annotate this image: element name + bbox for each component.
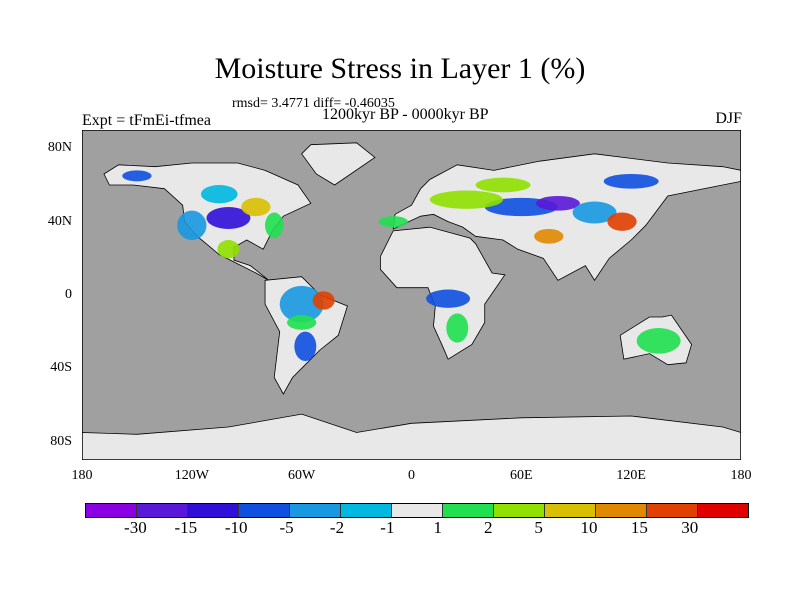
lon-tick-label: 120W bbox=[174, 468, 209, 483]
colorbar-label: 1 bbox=[433, 518, 443, 537]
lon-tick-label: 180 bbox=[71, 468, 93, 483]
anomaly-patch bbox=[603, 174, 659, 189]
colorbar-label: -30 bbox=[124, 518, 147, 537]
colorbar-label: 15 bbox=[630, 518, 648, 537]
landmass-greenland bbox=[301, 142, 376, 186]
colorbar-label: -5 bbox=[279, 518, 294, 537]
anomaly-patch bbox=[122, 170, 152, 182]
anomaly-patch bbox=[446, 313, 469, 343]
lon-tick-label: 120E bbox=[616, 468, 646, 483]
colorbar-box bbox=[239, 504, 290, 517]
anomaly-patch bbox=[607, 212, 637, 231]
experiment-label: Expt = tFmEi-tfmea bbox=[82, 112, 211, 129]
colorbar-label: -2 bbox=[329, 518, 345, 537]
lat-tick-label: 40S bbox=[50, 360, 72, 376]
colorbar-box bbox=[392, 504, 443, 517]
landmass-antarctica bbox=[82, 413, 741, 460]
plot-title: Moisture Stress in Layer 1 (%) bbox=[214, 52, 586, 85]
anomaly-patch bbox=[287, 315, 317, 330]
colorbar-box bbox=[494, 504, 545, 517]
lat-tick-label: 80S bbox=[50, 433, 72, 449]
anomaly-patch bbox=[200, 185, 238, 204]
colorbar-box bbox=[443, 504, 494, 517]
lon-tick-label: 180 bbox=[730, 468, 752, 483]
colorbar-label: 2 bbox=[483, 518, 493, 537]
anomaly-patch bbox=[217, 240, 240, 259]
lon-tick-label: 60E bbox=[510, 468, 533, 483]
colorbar-label: 30 bbox=[681, 518, 699, 537]
colorbar-box bbox=[188, 504, 239, 517]
colorbar-label: 5 bbox=[534, 518, 543, 537]
anomaly-patch bbox=[534, 229, 564, 244]
lon-tick-label: 60W bbox=[288, 468, 316, 483]
anomaly-patch bbox=[475, 177, 531, 193]
colorbar bbox=[85, 503, 749, 518]
anomaly-patch bbox=[294, 331, 317, 361]
anomaly-patch bbox=[312, 291, 335, 310]
anomaly-patch bbox=[177, 210, 207, 240]
lat-tick-label: 80N bbox=[47, 140, 72, 156]
colorbar-label: -1 bbox=[380, 518, 395, 537]
anomaly-patch bbox=[378, 216, 408, 228]
anomaly-patch bbox=[535, 196, 580, 211]
world-map bbox=[82, 130, 741, 460]
colorbar-box bbox=[698, 504, 748, 517]
colorbar-box bbox=[341, 504, 392, 517]
lon-tick-label: 0 bbox=[408, 468, 415, 483]
colorbar-box bbox=[545, 504, 596, 517]
anomaly-patch bbox=[265, 212, 284, 239]
anomaly-patch bbox=[426, 289, 471, 308]
anomaly-patch bbox=[572, 201, 617, 224]
season-label: DJF bbox=[715, 110, 742, 127]
colorbar-label: 10 bbox=[580, 518, 598, 537]
anomaly-patch bbox=[636, 328, 681, 354]
colorbar-box bbox=[647, 504, 698, 517]
colorbar-label: -15 bbox=[174, 518, 198, 537]
colorbar-box bbox=[596, 504, 647, 517]
colorbar-box bbox=[137, 504, 188, 517]
period-label: 1200kyr BP - 0000kyr BP bbox=[322, 106, 489, 123]
colorbar-box bbox=[290, 504, 341, 517]
colorbar-box bbox=[86, 504, 137, 517]
anomaly-patch bbox=[279, 285, 324, 323]
colorbar-label: -10 bbox=[224, 518, 248, 537]
anomaly-patch bbox=[241, 197, 271, 217]
anomaly-patch bbox=[429, 190, 504, 209]
anomaly-patch bbox=[206, 207, 251, 229]
stats-label: rmsd= 3.4771 diff= -0.46035 bbox=[232, 96, 395, 111]
lat-tick-label: 40N bbox=[47, 213, 72, 229]
lat-tick-label: 0 bbox=[65, 287, 72, 302]
